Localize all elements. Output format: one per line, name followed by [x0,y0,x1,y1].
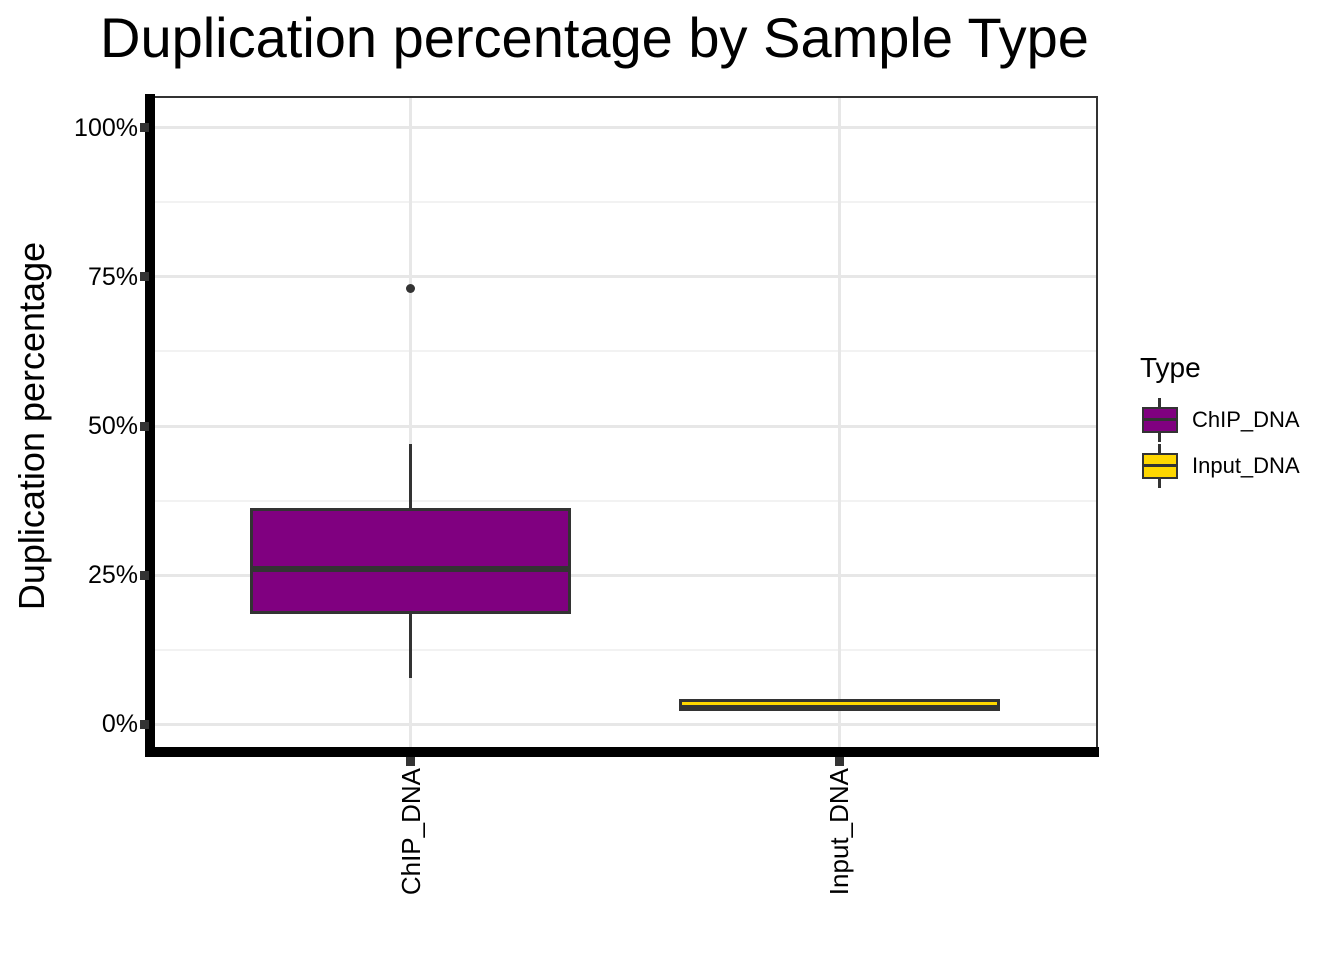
y-axis-line [145,94,155,757]
legend-key-boxplot-glyph [1140,444,1180,488]
gridline-major-horizontal [154,424,1096,428]
legend-key-box [1142,453,1178,479]
x-tick-label: Input_DNA [824,768,855,896]
legend-entry: Input_DNA [1140,444,1344,488]
x-axis-line [145,747,1099,757]
x-tick-mark [834,757,844,766]
y-tick-label: 0% [101,710,138,739]
y-tick-label: 50% [87,412,138,440]
plot-panel [152,96,1098,756]
legend-entries: ChIP_DNA Input_DNA [1140,398,1344,490]
y-tick-label: 25% [87,561,138,590]
y-tick-mark [140,719,149,729]
gridline-major-horizontal [154,573,1096,577]
y-tick-label: 75% [87,262,138,291]
legend-title: Type [1140,352,1201,383]
y-tick-mark [140,570,149,580]
y-tick-mark [140,421,149,431]
y-tick-mark [140,272,149,282]
gridline-minor-horizontal [154,350,1096,353]
legend-key-box [1142,407,1178,433]
legend-key-boxplot-glyph [1140,398,1180,442]
gridline-major-vertical [409,98,413,754]
boxplot-outlier-point [406,284,416,294]
x-tick-label: ChIP_DNA [395,768,426,896]
boxplot-box [250,507,572,615]
gridline-major-horizontal [154,722,1096,726]
gridline-major-horizontal [154,275,1096,279]
legend: Type ChIP_DNA Input_DNA [1140,352,1344,490]
boxplot-median [681,705,997,712]
legend-label: ChIP_DNA [1192,407,1300,432]
gridline-minor-horizontal [154,201,1096,204]
y-tick-label: 100% [74,113,138,142]
gridline-major-vertical [837,98,841,754]
y-tick-mark [140,123,149,133]
boxplot-box [678,698,1000,712]
gridline-minor-horizontal [154,648,1096,651]
gridline-major-horizontal [154,126,1096,130]
plot-title: Duplication percentage by Sample Type [100,6,1089,69]
gridline-minor-horizontal [154,499,1096,502]
boxplot-median [253,565,569,572]
x-tick-mark [406,757,416,766]
legend-label: Input_DNA [1192,453,1300,478]
legend-key-median [1144,464,1176,467]
legend-entry: ChIP_DNA [1140,398,1344,442]
legend-key-median [1144,418,1176,421]
